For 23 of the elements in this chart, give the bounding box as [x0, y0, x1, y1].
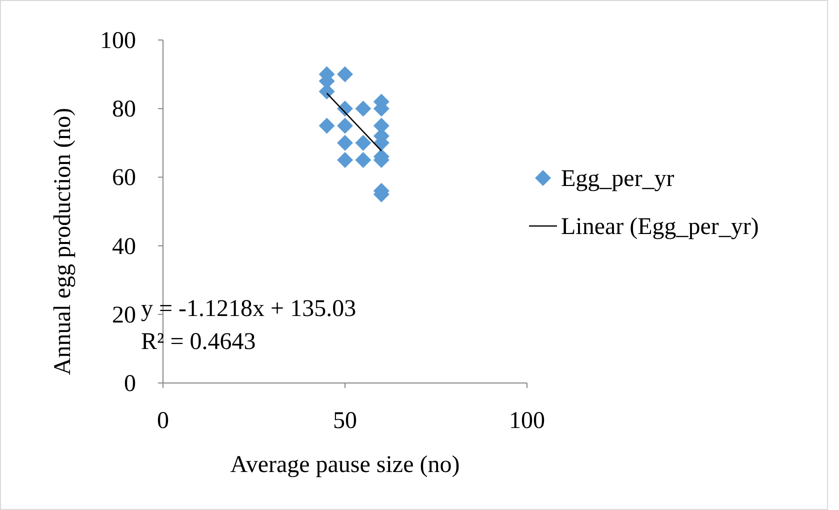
x-tick-label: 50 [333, 408, 357, 434]
x-axis-title: Average pause size (no) [230, 452, 460, 478]
annotation: R² = 0.4643 [141, 329, 256, 355]
y-tick-label: 40 [112, 234, 136, 260]
point [318, 118, 335, 134]
legend-label: Linear (Egg_per_yr) [561, 214, 759, 240]
point [337, 134, 353, 151]
y-tick-label: 20 [112, 302, 136, 328]
legend-label: Egg_per_yr [561, 166, 674, 192]
point [337, 66, 353, 82]
y-tick-label: 0 [124, 371, 136, 397]
x-tick-label: 0 [157, 408, 169, 434]
point [355, 100, 372, 117]
point [337, 118, 353, 134]
y-axis-title: Annual egg production (no) [50, 108, 76, 376]
y-tick-label: 80 [112, 96, 136, 123]
annotation: y = -1.1218x + 135.03 [141, 296, 356, 322]
y-tick-label: 100 [100, 28, 136, 54]
point [355, 152, 372, 168]
point [337, 152, 353, 168]
x-tick-label: 100 [509, 408, 545, 434]
y-tick-label: 60 [112, 165, 136, 192]
point [355, 134, 372, 151]
